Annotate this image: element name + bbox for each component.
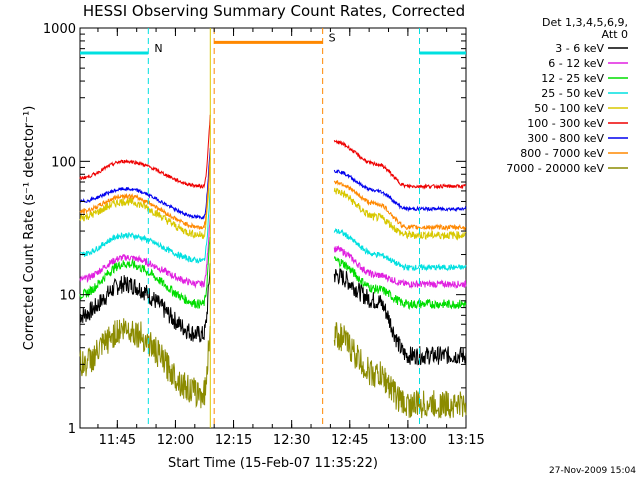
legend-label-8: 7000 - 20000 keV: [506, 162, 604, 175]
x-tick-label-0: 11:45: [99, 433, 136, 448]
series-line-7: [79, 158, 467, 232]
chart-title: HESSI Observing Summary Count Rates, Cor…: [83, 2, 465, 20]
flag-label-0: N: [154, 42, 162, 55]
legend-label-2: 12 - 25 keV: [541, 72, 604, 85]
axis-layer: 11:45 12:00 12:15 12:30 12:45 13:00 13:15 1 10 10…: [43, 22, 485, 448]
legend-label-7: 800 - 7000 keV: [520, 147, 604, 160]
x-axis-label: Start Time (15-Feb-07 11:35:22): [168, 456, 378, 471]
legend-header-line-1: Det 1,3,4,5,6,9,: [542, 16, 628, 29]
flag-layer: NS: [80, 28, 466, 428]
flag-label-1: S: [329, 31, 336, 44]
series-line-3: [79, 188, 467, 272]
series-line-0: [79, 263, 467, 366]
series-line-1: [79, 214, 467, 290]
series-line-5: [79, 114, 466, 190]
footer-date: 27-Nov-2009 15:04: [549, 466, 636, 476]
plot-frame: [79, 27, 467, 429]
x-tick-label-4: 12:45: [331, 433, 368, 448]
y-tick-label-0: 1: [68, 422, 76, 437]
legend: Det 1,3,4,5,6,9, Att 0 3 - 6 keV 6 - 12 k…: [506, 16, 628, 175]
series-line-2: [79, 237, 467, 311]
x-tick-label-1: 12:00: [157, 433, 194, 448]
legend-label-0: 3 - 6 keV: [555, 42, 604, 55]
series-line-6: [79, 148, 467, 220]
plot-area: [79, 27, 467, 429]
legend-label-5: 100 - 300 keV: [527, 117, 604, 130]
series-line-8: [79, 318, 467, 419]
x-tick-label-6: 13:15: [447, 433, 484, 448]
x-tick-label-5: 13:00: [389, 433, 426, 448]
y-tick-label-2: 100: [51, 155, 76, 170]
series-line-4: [79, 167, 467, 241]
legend-header-line-2: Att 0: [602, 28, 628, 41]
legend-label-3: 25 - 50 keV: [541, 87, 604, 100]
x-tick-label-2: 12:15: [215, 433, 252, 448]
x-tick-label-3: 12:30: [273, 433, 310, 448]
legend-label-4: 50 - 100 keV: [534, 102, 604, 115]
legend-label-6: 300 - 800 keV: [527, 132, 604, 145]
y-axis-label: Corrected Count Rate (s⁻¹ detector⁻¹): [22, 106, 37, 351]
series-layer: [79, 114, 467, 419]
y-tick-label-3: 1000: [43, 22, 76, 37]
legend-label-1: 6 - 12 keV: [548, 57, 604, 70]
y-tick-label-1: 10: [59, 289, 76, 304]
